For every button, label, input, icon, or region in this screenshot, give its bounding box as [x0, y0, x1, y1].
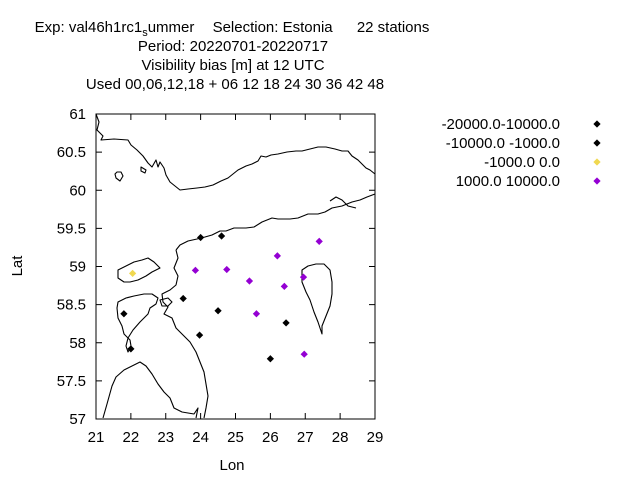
estonia-west-coast	[161, 249, 209, 419]
station-point-series-1	[266, 355, 274, 363]
station-point-series-1	[179, 294, 187, 303]
x-tick-label: 27	[297, 429, 314, 446]
station-point-series-3	[252, 310, 261, 318]
y-tick-label: 59.5	[57, 220, 86, 237]
station-point-series-3	[245, 277, 254, 285]
station-markers	[120, 232, 323, 363]
station-point-series-3	[300, 350, 308, 358]
legend-label: -20000.0-10000.0	[442, 116, 560, 133]
station-point-series-1	[214, 307, 222, 315]
y-tick-label: 57.5	[57, 373, 86, 390]
station-point-series-1	[120, 310, 128, 318]
y-tick-label: 58.5	[57, 297, 86, 314]
legend: -20000.0-10000.0 -10000.0 -1000.0 -1000.0 …	[442, 116, 601, 190]
y-tick-label: 60	[69, 182, 86, 199]
y-tick-label: 59	[69, 259, 86, 276]
station-point-series-3	[299, 273, 308, 281]
lake-peipus	[301, 263, 333, 335]
used-forecasts-label: Used 00,06,12,18 + 06 12 18 24 30 36 42 …	[86, 76, 384, 93]
station-point-series-3	[223, 265, 231, 274]
legend-marker	[593, 120, 601, 128]
station-point-series-1	[282, 319, 290, 327]
y-tick-label: 60.5	[57, 144, 86, 161]
x-tick-label: 26	[262, 429, 279, 446]
x-axis: 21 22 23 24 25 26 27 28 29	[88, 114, 384, 446]
station-count: 22 stations	[357, 19, 430, 36]
legend-marker	[593, 158, 601, 166]
x-tick-label: 28	[332, 429, 349, 446]
x-tick-label: 23	[157, 429, 174, 446]
station-point-series-3	[273, 252, 281, 260]
x-tick-label: 24	[192, 429, 209, 446]
y-axis-label: Lat	[9, 255, 26, 277]
x-axis-label: Lon	[219, 457, 244, 474]
legend-label: -1000.0 0.0	[484, 154, 560, 171]
station-point-series-1	[197, 233, 205, 242]
island-hanko	[114, 171, 124, 182]
legend-marker	[593, 139, 601, 147]
island-small	[140, 166, 147, 174]
x-tick-label: 22	[123, 429, 140, 446]
x-tick-label: 29	[367, 429, 384, 446]
experiment-subscript: s	[142, 27, 148, 39]
saaremaa-island	[116, 293, 159, 353]
y-tick-label: 58	[69, 335, 86, 352]
experiment-suffix: ummer	[148, 19, 195, 36]
variable-label: Visibility bias [m] at 12 UTC	[141, 57, 324, 74]
hiiumaa-island	[117, 257, 161, 283]
legend-label: -10000.0 -1000.0	[446, 135, 560, 152]
x-tick-label: 21	[88, 429, 105, 446]
gulf-inner-coast	[329, 196, 357, 209]
period-label: Period: 20220701-20220717	[138, 38, 328, 55]
station-point-series-3	[280, 282, 288, 290]
station-point-series-1	[195, 331, 204, 339]
legend-marker	[593, 177, 601, 185]
title-line-1: Exp: val46h1rc1summer Selection: Estonia…	[35, 19, 430, 39]
station-point-series-1	[127, 345, 135, 353]
coastline-map	[95, 113, 376, 419]
plot-area: 21 22 23 24 25 26 27 28 29 57 57.5 58 58.5 59 59.5 60 6…	[57, 106, 384, 446]
gulf-of-riga-coast	[102, 361, 199, 419]
station-point-series-1	[217, 232, 226, 240]
y-tick-label: 57	[69, 411, 86, 428]
estonia-north-coast	[175, 193, 376, 251]
x-tick-label: 25	[227, 429, 244, 446]
station-point-series-2	[128, 269, 137, 277]
station-point-series-3	[315, 237, 323, 245]
muhu-island	[159, 297, 173, 307]
y-axis: 57 57.5 58 58.5 59 59.5 60 60.5 61	[57, 106, 375, 428]
finland-coast	[95, 113, 376, 191]
legend-label: 1000.0 10000.0	[456, 173, 560, 190]
plot-frame	[95, 113, 376, 420]
selection-label: Selection: Estonia	[213, 19, 334, 36]
experiment-name: Exp: val46h1rc1	[35, 19, 143, 36]
y-tick-label: 61	[69, 106, 86, 123]
station-point-series-3	[191, 266, 200, 274]
